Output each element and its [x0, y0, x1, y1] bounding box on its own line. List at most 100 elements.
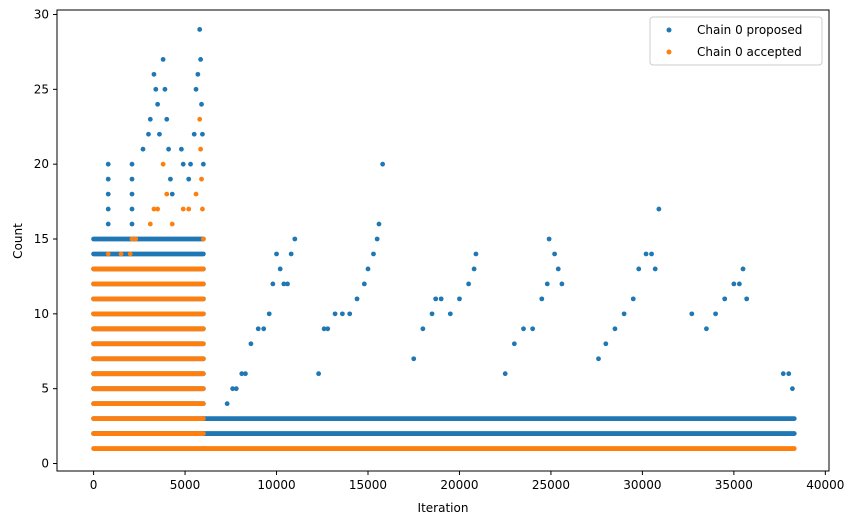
data-point [169, 221, 175, 227]
data-point [420, 326, 426, 332]
data-point [129, 161, 135, 167]
data-point [521, 326, 526, 332]
series-accepted [91, 116, 797, 451]
data-point [200, 161, 206, 167]
data-point [224, 401, 230, 407]
data-point [105, 161, 111, 167]
x-tick-label: 20000 [440, 478, 478, 492]
plot-frame [56, 9, 830, 472]
legend-label-proposed: Chain 0 proposed [697, 23, 802, 37]
data-point [248, 341, 254, 347]
data-point [230, 386, 236, 392]
data-point [200, 236, 206, 242]
data-point-band [91, 341, 206, 347]
data-point [552, 251, 557, 257]
data-point-band [91, 356, 206, 362]
data-point [155, 206, 161, 212]
data-point [200, 131, 205, 137]
data-point [239, 371, 245, 377]
data-point [129, 176, 135, 182]
data-point [274, 251, 279, 257]
data-point [292, 236, 298, 242]
data-point [146, 131, 151, 137]
y-tick-label: 30 [34, 7, 49, 21]
data-point [347, 311, 353, 317]
data-point-band [91, 311, 206, 317]
data-point [118, 251, 124, 257]
data-point [198, 146, 204, 152]
data-point [321, 326, 327, 332]
data-point [457, 296, 462, 302]
data-point [105, 251, 111, 257]
data-point [473, 251, 479, 257]
data-point [652, 266, 658, 272]
x-tick-label: 10000 [257, 478, 295, 492]
data-point-band [91, 416, 206, 422]
data-point [630, 296, 636, 302]
legend-marker-proposed [666, 27, 672, 33]
data-point [180, 206, 186, 212]
data-point [129, 221, 135, 227]
data-point [277, 266, 283, 272]
data-point [127, 251, 133, 257]
data-point [233, 386, 239, 392]
data-point [731, 281, 737, 287]
data-point-band [91, 236, 206, 242]
data-point [559, 281, 565, 287]
data-point [164, 191, 170, 197]
legend-label-accepted: Chain 0 accepted [697, 45, 802, 59]
data-point [166, 146, 171, 152]
data-point [140, 146, 146, 152]
data-point-band [200, 416, 797, 422]
data-point [332, 311, 338, 317]
data-point [643, 251, 649, 257]
data-point [270, 281, 276, 287]
data-point [197, 27, 203, 32]
data-point [612, 326, 618, 332]
data-point [596, 356, 601, 362]
data-point-band [91, 371, 206, 377]
data-point [281, 281, 287, 287]
data-point [129, 236, 135, 242]
data-point [433, 296, 439, 302]
data-point [411, 356, 417, 362]
data-point [129, 191, 135, 197]
data-point [191, 131, 197, 137]
data-point [722, 296, 728, 302]
data-point [261, 326, 267, 332]
data-point [195, 71, 201, 77]
data-point [197, 116, 203, 122]
legend: Chain 0 proposed Chain 0 accepted [649, 16, 823, 66]
data-point [544, 281, 550, 287]
data-point [160, 161, 166, 167]
data-point-band [91, 431, 206, 436]
x-tick-label: 35000 [715, 478, 753, 492]
y-tick-label: 10 [34, 307, 49, 321]
data-point [689, 311, 695, 317]
data-point [786, 371, 792, 377]
data-point [164, 116, 170, 122]
data-point [316, 371, 322, 377]
data-point [361, 281, 367, 287]
y-tick-label: 15 [34, 232, 49, 246]
y-tick-label: 5 [41, 382, 49, 396]
data-point [129, 206, 135, 212]
y-axis-label: Count [11, 223, 25, 259]
data-point [740, 266, 746, 272]
data-point [153, 86, 159, 92]
data-point-band [200, 431, 797, 436]
data-point [780, 371, 786, 377]
data-point [198, 56, 204, 62]
data-point [656, 206, 662, 212]
data-point-band [200, 446, 797, 451]
data-point [371, 251, 376, 257]
data-point [169, 191, 175, 197]
legend-box [649, 16, 823, 66]
data-point [193, 191, 199, 197]
data-point [155, 101, 161, 107]
data-point [151, 71, 157, 77]
data-point [704, 326, 709, 332]
data-point [511, 341, 517, 347]
data-point [546, 236, 552, 242]
